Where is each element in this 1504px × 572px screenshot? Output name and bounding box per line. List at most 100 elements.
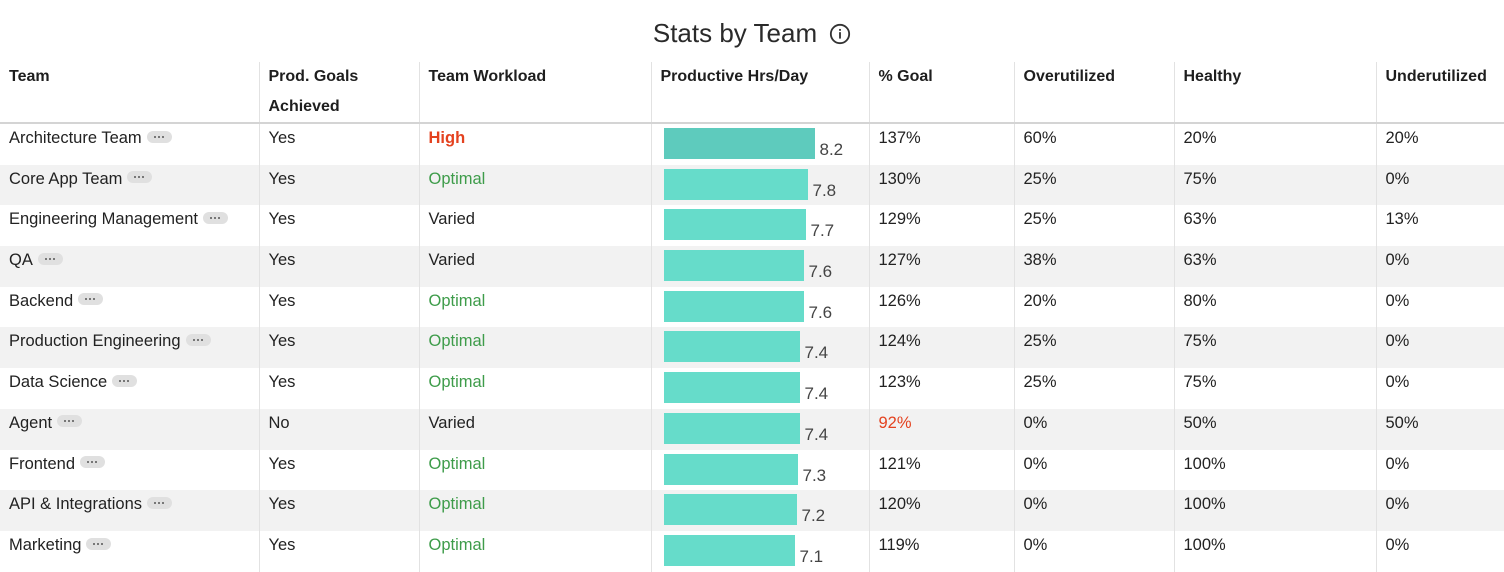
productive-hrs-cell: 7.3 [650, 449, 869, 491]
hrs-value: 7.2 [801, 506, 826, 526]
healthy-cell: 75% [1173, 327, 1376, 369]
healthy-cell: 80% [1173, 286, 1376, 328]
team-name[interactable]: API & Integrations [9, 495, 142, 514]
team-cell: Engineering Management [0, 205, 259, 246]
column-header-team[interactable]: Team [0, 62, 259, 124]
hrs-bar [663, 534, 795, 566]
team-cell: Agent [0, 408, 259, 450]
hrs-bar [663, 168, 808, 200]
table-row[interactable]: API & Integrations Yes Optimal 7.2 120% 0% 100… [0, 490, 1504, 531]
more-options-icon[interactable] [147, 496, 172, 509]
table-row[interactable]: Data Science Yes Optimal 7.4 123% 25% 75% 0% [0, 368, 1504, 409]
team-name[interactable]: Data Science [9, 373, 108, 392]
underutilized-cell: 0% [1375, 246, 1504, 287]
hrs-bar [663, 290, 804, 322]
more-options-icon[interactable] [86, 537, 112, 550]
more-options-icon[interactable] [112, 374, 138, 387]
overutilized-cell: 60% [1013, 123, 1174, 165]
info-icon[interactable] [829, 23, 851, 45]
hrs-bar [663, 412, 800, 444]
goals-achieved-cell: No [258, 408, 419, 450]
team-name[interactable]: Engineering Management [9, 210, 198, 229]
goal-percent-cell: 92% [868, 408, 1014, 450]
table-row[interactable]: Architecture Team Yes High 8.2 137% 60% 20% 20% [0, 123, 1504, 165]
hrs-value: 7.3 [802, 465, 827, 485]
team-name[interactable]: Agent [9, 413, 53, 432]
hrs-bar [663, 209, 806, 241]
team-name[interactable]: Marketing [9, 535, 82, 554]
productive-hrs-cell: 7.4 [650, 327, 869, 369]
more-options-icon[interactable] [37, 252, 63, 265]
column-header-overutilized[interactable]: Overutilized [1013, 62, 1174, 124]
column-header-prod-goals[interactable]: Prod. Goals Achieved [258, 62, 419, 124]
table-row[interactable]: Agent No Varied 7.4 92% 0% 50% 50% [0, 408, 1504, 450]
hrs-bar [663, 128, 815, 159]
productive-hrs-cell: 8.2 [650, 123, 869, 165]
table-row[interactable]: Core App Team Yes Optimal 7.8 130% 25% 75% 0% [0, 164, 1504, 206]
underutilized-cell: 13% [1375, 205, 1504, 247]
more-options-icon[interactable] [185, 334, 211, 347]
table-row[interactable]: Production Engineering Yes Optimal 7.4 124% 2… [0, 327, 1504, 369]
productive-hrs-cell: 7.8 [650, 164, 869, 206]
team-cell: Frontend [0, 450, 259, 491]
overutilized-cell: 0% [1013, 449, 1174, 491]
team-name[interactable]: Backend [9, 291, 74, 310]
table-row[interactable]: Backend Yes Optimal 7.6 126% 20% 80% 0% [0, 286, 1504, 328]
workload-cell: Varied [418, 408, 651, 450]
workload-cell: High [418, 123, 651, 165]
table-body: Architecture Team Yes High 8.2 137% 60% 20% 20%… [0, 123, 1504, 572]
overutilized-cell: 25% [1013, 368, 1174, 409]
more-options-icon[interactable] [127, 171, 153, 184]
workload-cell: Optimal [418, 530, 651, 572]
hrs-value: 7.4 [804, 384, 829, 404]
more-options-icon[interactable] [78, 293, 104, 306]
team-name[interactable]: Core App Team [9, 169, 123, 188]
healthy-cell: 100% [1173, 490, 1376, 531]
more-options-icon[interactable] [57, 415, 83, 428]
overutilized-cell: 20% [1013, 286, 1174, 328]
underutilized-cell: 0% [1375, 327, 1504, 369]
table-row[interactable]: Marketing Yes Optimal 7.1 119% 0% 100% 0% [0, 530, 1504, 572]
healthy-cell: 100% [1173, 449, 1376, 491]
overutilized-cell: 0% [1013, 530, 1174, 572]
overutilized-cell: 25% [1013, 327, 1174, 369]
column-header-underutilized[interactable]: Underutilized [1375, 62, 1504, 124]
column-header-healthy[interactable]: Healthy [1173, 62, 1376, 124]
goal-percent-cell: 123% [868, 368, 1014, 409]
table-row[interactable]: Engineering Management Yes Varied 7.7 129% 25… [0, 205, 1504, 247]
productive-hrs-cell: 7.1 [650, 530, 869, 572]
team-name[interactable]: QA [9, 251, 33, 270]
team-name[interactable]: Architecture Team [9, 129, 142, 147]
overutilized-cell: 25% [1013, 205, 1174, 247]
column-header-goal-percent[interactable]: % Goal [868, 62, 1014, 124]
hrs-value: 7.4 [804, 343, 829, 363]
hrs-value: 8.2 [819, 140, 844, 159]
table-header-row: Team Prod. Goals Achieved Team Workload … [0, 62, 1504, 124]
table-row[interactable]: Frontend Yes Optimal 7.3 121% 0% 100% 0% [0, 449, 1504, 491]
goals-achieved-cell: Yes [258, 530, 419, 572]
hrs-value: 7.6 [808, 262, 833, 282]
team-cell: API & Integrations [0, 490, 259, 531]
team-name[interactable]: Production Engineering [9, 332, 181, 351]
team-cell: Production Engineering [0, 327, 259, 369]
goal-percent-cell: 119% [868, 530, 1014, 572]
goals-achieved-cell: Yes [258, 327, 419, 369]
goals-achieved-cell: Yes [258, 246, 419, 287]
goals-achieved-cell: Yes [258, 286, 419, 328]
team-name[interactable]: Frontend [9, 454, 76, 473]
team-cell: Backend [0, 287, 259, 328]
more-options-icon[interactable] [146, 130, 172, 143]
workload-cell: Optimal [418, 449, 651, 491]
more-options-icon[interactable] [202, 212, 228, 225]
column-header-productive-hrs[interactable]: Productive Hrs/Day [650, 62, 869, 124]
column-header-workload[interactable]: Team Workload [418, 62, 651, 124]
goals-achieved-cell: Yes [258, 449, 419, 491]
hrs-value: 7.4 [804, 424, 829, 444]
productive-hrs-cell: 7.4 [650, 408, 869, 450]
goal-percent-cell: 121% [868, 449, 1014, 491]
table-row[interactable]: QA Yes Varied 7.6 127% 38% 63% 0% [0, 246, 1504, 287]
healthy-cell: 20% [1173, 123, 1376, 165]
goal-percent-cell: 130% [868, 164, 1014, 206]
more-options-icon[interactable] [80, 456, 106, 469]
goals-achieved-cell: Yes [258, 123, 419, 165]
